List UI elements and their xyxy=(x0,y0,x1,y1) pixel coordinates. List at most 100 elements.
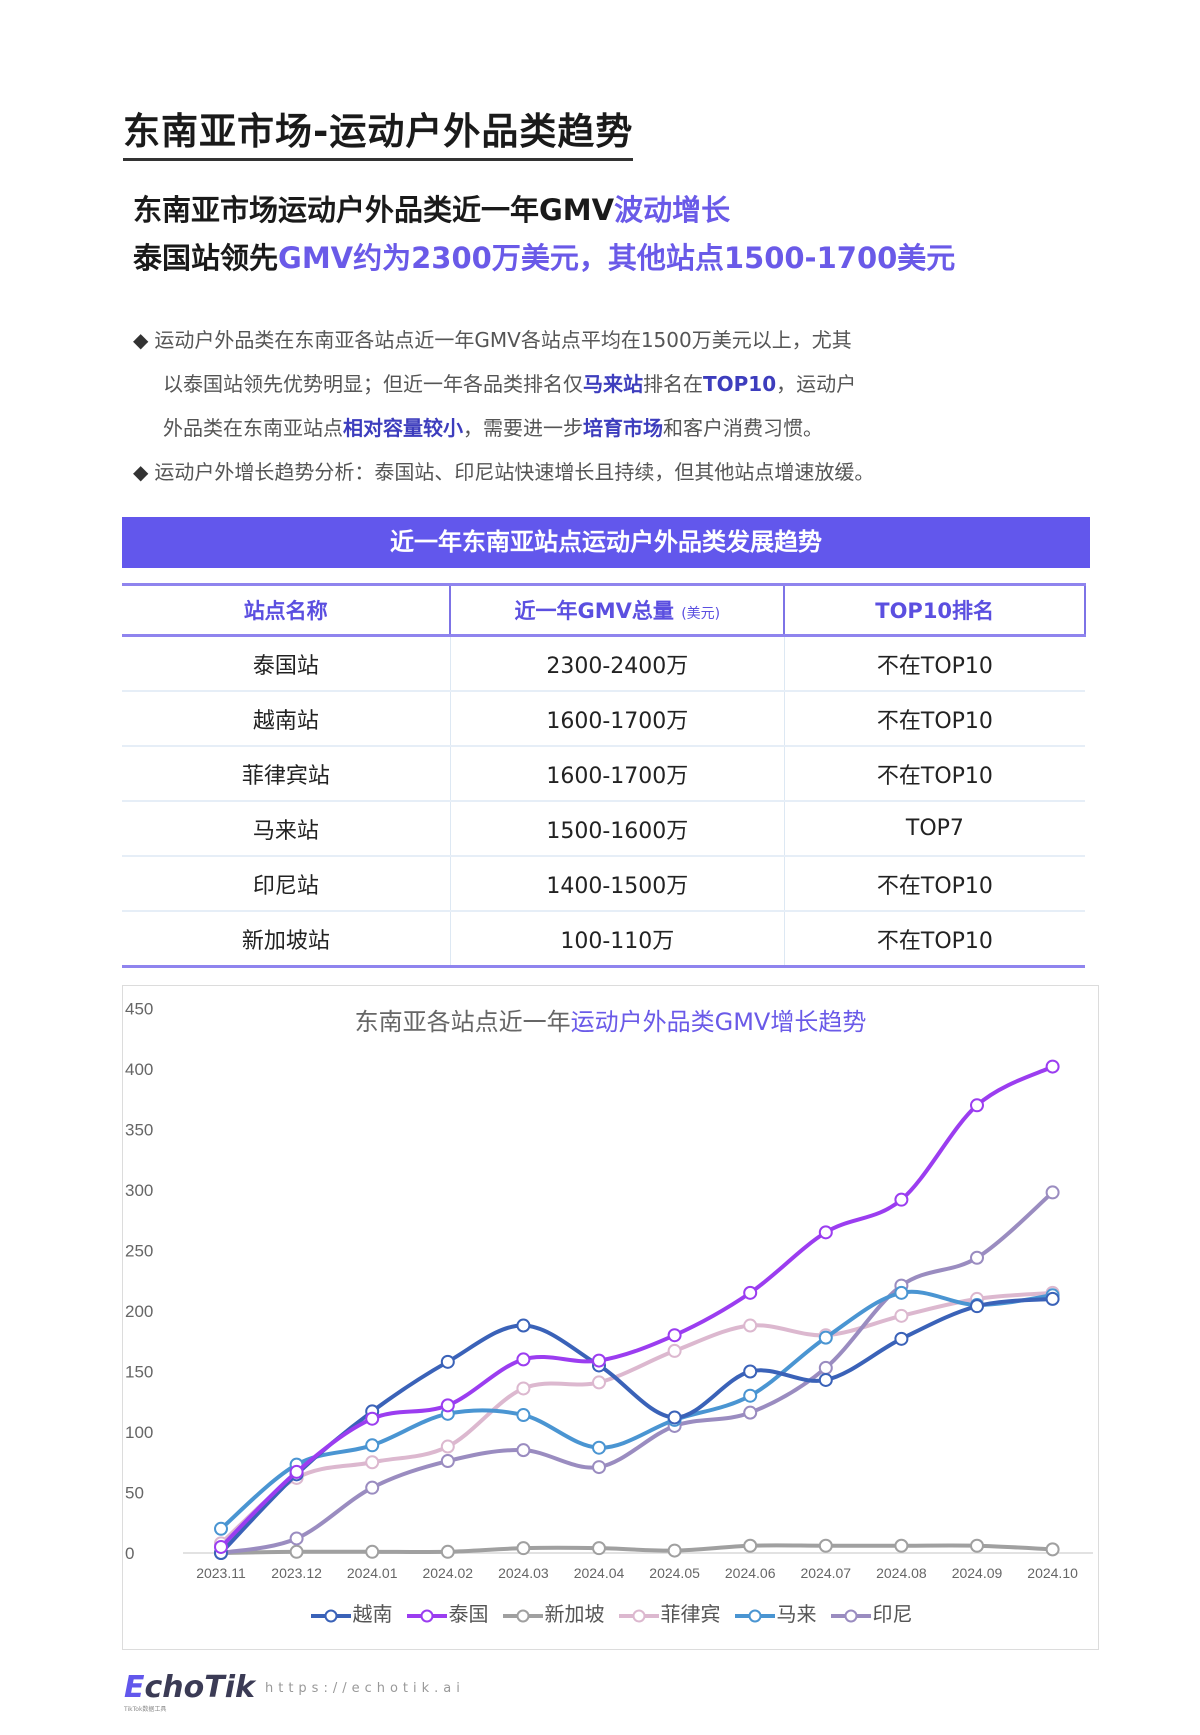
chart-legend: 越南 泰国 新加坡 菲律宾 马来 印尼 xyxy=(123,1598,1098,1627)
bullet-text: ，运动户 xyxy=(776,372,857,396)
legend-label: 马来 xyxy=(776,1602,817,1626)
cell-gmv: 1400-1500万 xyxy=(450,856,785,912)
cell-rank: 不在TOP10 xyxy=(784,856,1085,912)
data-point-marker xyxy=(592,1440,606,1455)
data-point-marker xyxy=(970,1250,984,1265)
emphasis-text: 培育市场 xyxy=(583,416,663,440)
legend-item: 新加坡 xyxy=(501,1598,605,1627)
logo-text: choTik xyxy=(144,1670,255,1705)
data-point-marker xyxy=(214,1539,228,1554)
bullet-text: 运动户外品类在东南亚各站点近一年GMV各站点平均在1500万美元以上，尤其 xyxy=(154,328,852,352)
data-point-marker xyxy=(440,1454,455,1469)
data-point-marker xyxy=(818,1225,833,1240)
x-tick-label: 2024.07 xyxy=(800,1565,851,1581)
legend-line-marker-icon xyxy=(734,1609,775,1622)
data-point-marker xyxy=(440,1439,455,1454)
data-point-marker xyxy=(894,1538,909,1553)
cell-site: 泰国站 xyxy=(122,635,451,692)
series-印尼 xyxy=(214,1185,1060,1560)
cell-rank: 不在TOP10 xyxy=(784,635,1085,692)
bullet-text: 外品类在东南亚站点 xyxy=(163,416,343,440)
table-row: 泰国站 2300-2400万 不在TOP10 xyxy=(122,635,1085,692)
bullet-text: 以泰国站领先优势明显；但近一年各品类排名仅 xyxy=(163,372,583,396)
bullet-list: ◆ 运动户外品类在东南亚各站点近一年GMV各站点平均在1500万美元以上，尤其 以… xyxy=(133,318,1073,494)
header-gmv-unit: (美元) xyxy=(681,606,721,622)
data-point-marker xyxy=(1045,1059,1060,1074)
data-point-marker xyxy=(743,1388,758,1403)
series-泰国 xyxy=(214,1059,1060,1554)
cell-site: 越南站 xyxy=(122,691,451,747)
data-point-marker xyxy=(440,1354,455,1369)
data-point-marker xyxy=(289,1464,304,1479)
series-新加坡 xyxy=(214,1538,1060,1560)
data-point-marker xyxy=(516,1318,531,1333)
data-point-marker xyxy=(818,1538,833,1553)
data-point-marker xyxy=(516,1541,531,1556)
data-point-marker xyxy=(1045,1185,1060,1200)
y-tick-label: 450 xyxy=(125,1000,153,1019)
data-point-marker xyxy=(1045,1291,1060,1306)
data-point-marker xyxy=(667,1543,682,1558)
legend-item: 菲律宾 xyxy=(617,1598,721,1627)
data-point-marker xyxy=(818,1330,833,1345)
cell-rank: 不在TOP10 xyxy=(784,691,1085,747)
y-tick-label: 50 xyxy=(125,1484,144,1503)
series-越南 xyxy=(214,1291,1060,1560)
y-tick-label: 150 xyxy=(125,1363,153,1382)
chart-title-plain: 东南亚各站点近一年 xyxy=(354,1008,571,1036)
legend-item: 马来 xyxy=(733,1598,817,1627)
x-tick-label: 2023.11 xyxy=(196,1565,246,1581)
data-point-marker xyxy=(365,1544,380,1559)
headline-thailand-lead: 泰国站领先GMV约为2300万美元，其他站点1500-1700美元 xyxy=(133,238,955,278)
headline-plain: 东南亚市场运动户外品类近一年GMV xyxy=(133,193,615,227)
x-tick-label: 2024.06 xyxy=(725,1565,776,1581)
cell-gmv: 1500-1600万 xyxy=(450,801,785,857)
cell-site: 印尼站 xyxy=(122,856,451,912)
header-rank: TOP10排名 xyxy=(784,583,1086,637)
headline-plain: 泰国站领先 xyxy=(133,241,279,275)
y-tick-label: 200 xyxy=(125,1302,153,1321)
data-point-marker xyxy=(743,1285,758,1300)
header-gmv-label: 近一年GMV总量 xyxy=(514,599,674,623)
table-row: 马来站 1500-1600万 TOP7 xyxy=(122,801,1085,857)
data-point-marker xyxy=(365,1480,380,1495)
legend-item: 印尼 xyxy=(829,1598,913,1627)
legend-line-marker-icon xyxy=(502,1609,543,1622)
table-row: 新加坡站 100-110万 不在TOP10 xyxy=(122,911,1085,968)
series-line xyxy=(219,1296,1055,1555)
x-tick-label: 2024.02 xyxy=(422,1565,473,1581)
bullet-text: 排名在 xyxy=(643,372,703,396)
cell-gmv: 2300-2400万 xyxy=(450,635,785,692)
bullet-text: 运动户外增长趋势分析：泰国站、印尼站快速增长且持续，但其他站点增速放缓。 xyxy=(154,460,875,484)
y-tick-label: 350 xyxy=(125,1121,153,1140)
cell-gmv: 100-110万 xyxy=(450,911,785,968)
x-tick-label: 2024.10 xyxy=(1027,1565,1078,1581)
emphasis-text: 相对容量较小 xyxy=(343,416,463,440)
legend-label: 越南 xyxy=(352,1602,393,1626)
legend-item: 泰国 xyxy=(405,1598,489,1627)
data-point-marker xyxy=(970,1538,984,1553)
y-tick-label: 300 xyxy=(125,1181,153,1200)
x-tick-label: 2024.03 xyxy=(498,1565,549,1581)
headline-gmv-growth: 东南亚市场运动户外品类近一年GMV波动增长 xyxy=(133,190,730,230)
legend-line-marker-icon xyxy=(310,1609,351,1622)
x-tick-label: 2024.05 xyxy=(649,1565,700,1581)
headline-highlight: GMV约为2300万美元，其他站点1500-1700美元 xyxy=(278,241,956,275)
data-point-marker xyxy=(1045,1542,1060,1557)
cell-gmv: 1600-1700万 xyxy=(450,746,785,802)
data-point-marker xyxy=(516,1443,531,1458)
cell-site: 马来站 xyxy=(122,801,451,857)
data-point-marker xyxy=(818,1360,833,1375)
y-tick-label: 100 xyxy=(125,1423,153,1442)
series-line xyxy=(219,1190,1055,1555)
table-row: 菲律宾站 1600-1700万 不在TOP10 xyxy=(122,746,1085,802)
cell-rank: TOP7 xyxy=(784,801,1085,857)
data-point-marker xyxy=(440,1544,455,1559)
y-tick-label: 400 xyxy=(125,1060,153,1079)
gmv-trend-chart: 东南亚各站点近一年运动户外品类GMV增长趋势 0 50 100 150 200 250 30… xyxy=(122,985,1099,1650)
table-header-row: 站点名称 近一年GMV总量 (美元) TOP10排名 xyxy=(122,583,1086,637)
line-chart-plot: 0 50 100 150 200 250 300 350 400 450 2023.11 2023.1… xyxy=(125,1000,1093,1581)
y-tick-label: 0 xyxy=(125,1544,134,1563)
x-tick-label: 2024.08 xyxy=(876,1565,927,1581)
data-point-marker xyxy=(894,1331,909,1346)
